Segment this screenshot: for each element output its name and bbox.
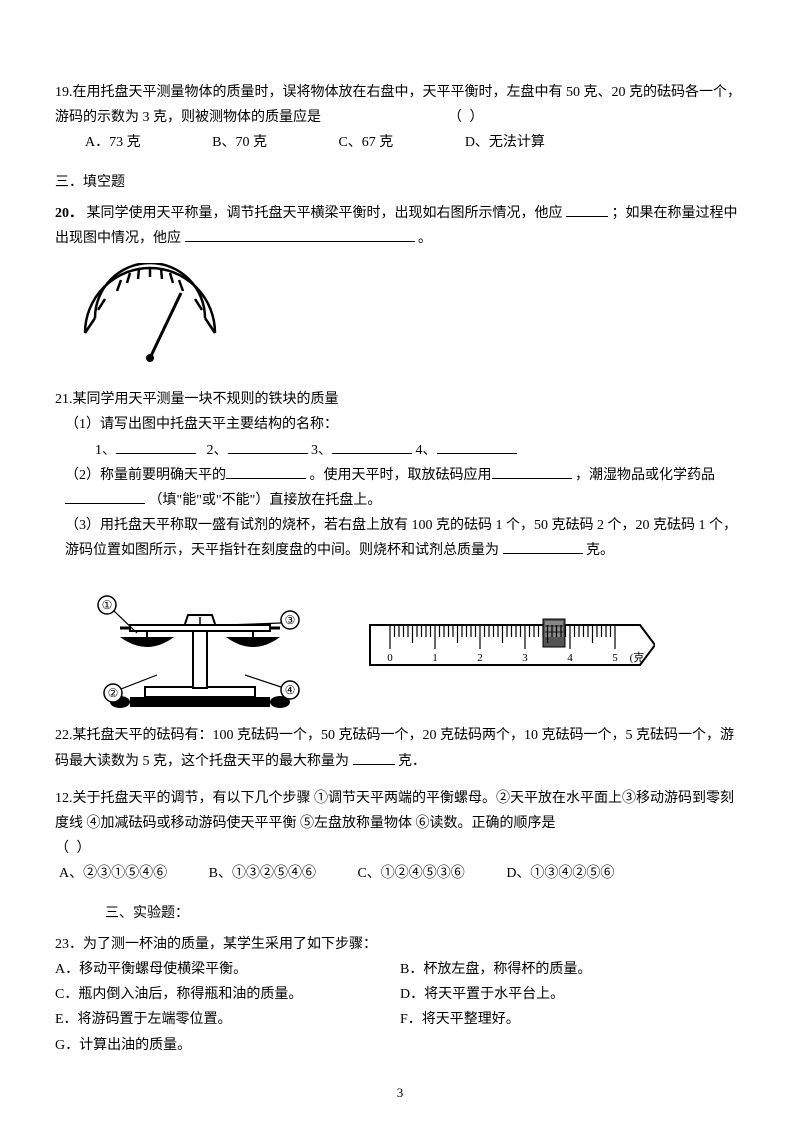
question-23: 23．为了测一杯油的质量，某学生采用了如下步骤： A．移动平衡螺母使横梁平衡。 … (55, 932, 745, 1058)
blank[interactable] (503, 538, 583, 554)
blank[interactable] (116, 438, 196, 454)
q20-label: 20． (55, 206, 83, 221)
balance-svg: ① ② ③ ④ (85, 575, 315, 715)
svg-text:3: 3 (522, 652, 528, 664)
q19-stem: 19.在用托盘天平测量物体的质量时，误将物体放在右盘中，天平平衡时，左盘中有 5… (55, 85, 741, 125)
opt-b: B、70 克 (212, 130, 267, 155)
q23-f: F．将天平整理好。 (400, 1007, 745, 1032)
svg-text:5: 5 (612, 652, 618, 664)
blank[interactable] (492, 463, 572, 479)
blank[interactable] (226, 463, 306, 479)
q23-a: A．移动平衡螺母使横梁平衡。 (55, 957, 400, 982)
opt-c: C、67 克 (338, 130, 393, 155)
section-experiment: 三、实验题： (55, 901, 745, 926)
q23-c: C．瓶内倒入油后，称得瓶和油的质量。 (55, 982, 400, 1007)
q21-p3b: 克。 (586, 543, 614, 558)
q21-head: 21.某同学用天平测量一块不规则的铁块的质量 (55, 387, 745, 412)
question-20: 20． 某同学使用天平称量，调节托盘天平横梁平衡时，出现如右图所示情况，他应 ；… (55, 201, 745, 251)
ruler-svg: 0 1 2 3 4 5 (克 (365, 615, 655, 675)
question-22: 22.某托盘天平的砝码有：100 克砝码一个，50 克砝码一个，20 克砝码两个… (55, 723, 745, 773)
q19-text: 19.在用托盘天平测量物体的质量时，误将物体放在右盘中，天平平衡时，左盘中有 5… (55, 80, 745, 130)
num2: 2、 (207, 443, 228, 458)
blank[interactable] (353, 749, 395, 765)
circled-4: ④ (285, 683, 296, 697)
opt-d: D、①③④②⑤⑥ (506, 861, 614, 886)
q21-p2d: （填"能"或"不能"）直接放在托盘上。 (149, 493, 382, 508)
question-21: 21.某同学用天平测量一块不规则的铁块的质量 （1）请写出图中托盘天平主要结构的… (55, 387, 745, 563)
svg-text:2: 2 (477, 652, 483, 664)
circled-2: ② (108, 686, 119, 700)
circled-3: ③ (285, 613, 296, 627)
blank[interactable] (185, 226, 415, 242)
q12-t1: 12.关于托盘天平的调节，有以下几个步骤 ①调节天平两端的平衡螺母。②天平放在水… (55, 786, 745, 836)
q12-options: A、②③①⑤④⑥ B、①③②⑤④⑥ C、①②④⑤③⑥ D、①③④②⑤⑥ (55, 861, 745, 886)
answer-paren: （ ） (448, 110, 486, 125)
gauge-svg (65, 263, 235, 373)
num3: 3、 (311, 443, 332, 458)
svg-text:1: 1 (432, 652, 438, 664)
num4: 4、 (416, 443, 437, 458)
q23-d: D．将天平置于水平台上。 (400, 982, 745, 1007)
q21-blanks-row: 1、 2、 3、 4、 (55, 438, 745, 463)
blank[interactable] (566, 201, 608, 217)
q21-p2a: （2）称量前要明确天平的 (65, 468, 226, 483)
blank[interactable] (228, 438, 308, 454)
q21-p2c: ，潮湿物品或化学药品 (575, 468, 715, 483)
figures-row: ① ② ③ ④ 0 1 2 3 4 5 (克 (85, 575, 745, 715)
opt-a: A．73 克 (85, 130, 141, 155)
opt-c: C、①②④⑤③⑥ (357, 861, 464, 886)
svg-text:0: 0 (387, 652, 393, 664)
q20-t3: 。 (418, 231, 432, 246)
blank[interactable] (65, 488, 145, 504)
q22-t1: 22.某托盘天平的砝码有：100 克砝码一个，50 克砝码一个，20 克砝码两个… (55, 728, 734, 768)
answer-paren: （ ） (55, 836, 745, 861)
opt-b: B、①③②⑤④⑥ (209, 861, 316, 886)
blank[interactable] (437, 438, 517, 454)
q22-t2: 克． (398, 754, 426, 769)
opt-d: D、无法计算 (465, 130, 545, 155)
circled-1: ① (102, 598, 113, 612)
q20-t1: 某同学使用天平称量，调节托盘天平横梁平衡时，出现如右图所示情况，他应 (87, 206, 567, 221)
question-12: 12.关于托盘天平的调节，有以下几个步骤 ①调节天平两端的平衡螺母。②天平放在水… (55, 786, 745, 887)
q19-options: A．73 克 B、70 克 C、67 克 D、无法计算 (55, 130, 745, 155)
q23-head: 23．为了测一杯油的质量，某学生采用了如下步骤： (55, 932, 745, 957)
num1: 1、 (95, 443, 116, 458)
q23-g: G．计算出油的质量。 (55, 1033, 745, 1058)
q21-p2: （2）称量前要明确天平的 。使用天平时，取放砝码应用 ，潮湿物品或化学药品 （填… (55, 463, 745, 513)
q21-p3: （3）用托盘天平称取一盛有试剂的烧杯，若右盘上放有 100 克的砝码 1 个，5… (55, 513, 745, 563)
opt-a: A、②③①⑤④⑥ (59, 861, 167, 886)
blank[interactable] (332, 438, 412, 454)
svg-text:(克: (克 (630, 651, 645, 664)
section-fill-blank: 三．填空题 (55, 170, 745, 195)
q21-p1a: （1）请写出图中托盘天平主要结构的名称： (55, 412, 745, 437)
question-19: 19.在用托盘天平测量物体的质量时，误将物体放在右盘中，天平平衡时，左盘中有 5… (55, 80, 745, 156)
q23-b: B．杯放左盘，称得杯的质量。 (400, 957, 745, 982)
gauge-figure (65, 263, 745, 373)
q21-p2b: 。使用天平时，取放砝码应用 (310, 468, 492, 483)
page-number: 3 (0, 1081, 800, 1104)
svg-text:4: 4 (567, 652, 573, 664)
q23-e: E．将游码置于左端零位置。 (55, 1007, 400, 1032)
q21-p3a: （3）用托盘天平称取一盛有试剂的烧杯，若右盘上放有 100 克的砝码 1 个，5… (65, 518, 737, 558)
